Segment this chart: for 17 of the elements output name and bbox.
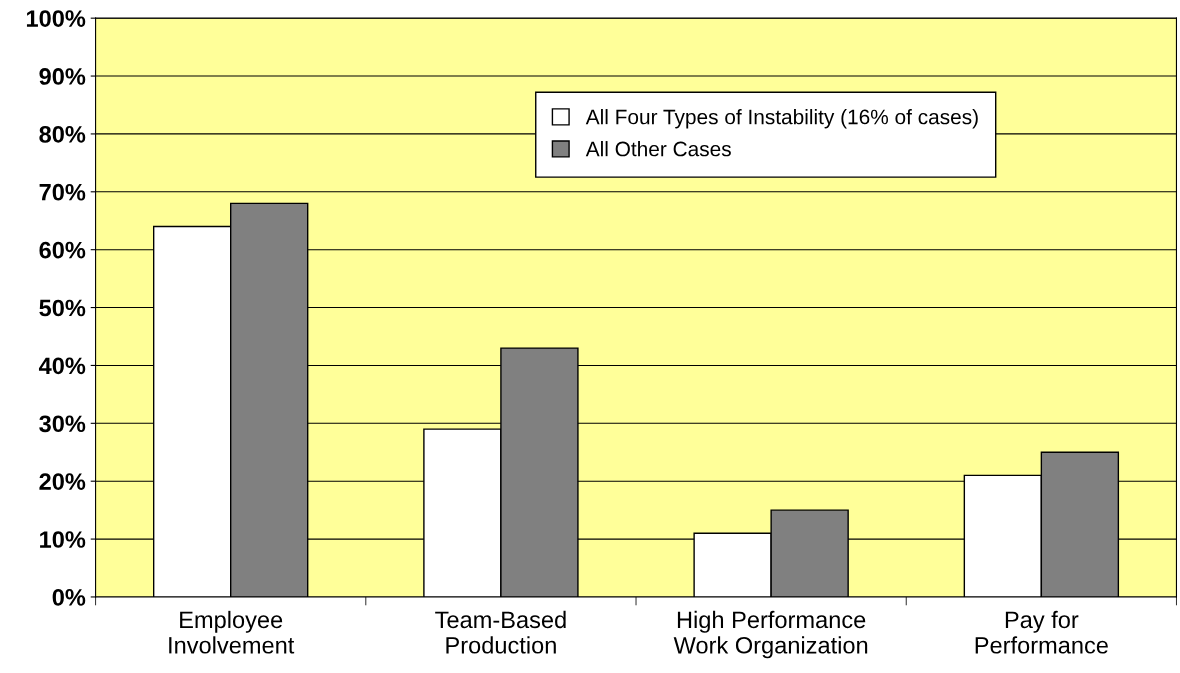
- y-tick-label: 10%: [40, 531, 86, 548]
- x-tick-label: High Performance Work Organization: [673, 610, 868, 659]
- y-tick-label: 20%: [39, 473, 86, 490]
- y-tick-label: 50%: [39, 299, 86, 317]
- y-tick-label: 60%: [39, 241, 86, 259]
- y-tick-label: 70%: [39, 183, 86, 201]
- y-tick-label: 30%: [39, 415, 86, 433]
- y-tick-label: 90%: [39, 68, 86, 85]
- x-tick-label: Team-Based Production: [435, 610, 566, 654]
- y-tick-label: 40%: [38, 357, 86, 375]
- x-tick-label: Employee Involvement: [169, 610, 295, 654]
- x-tick-label: Pay for Performance: [975, 610, 1108, 654]
- y-tick-label: 0%: [52, 589, 86, 606]
- y-tick-label: 100%: [26, 10, 86, 27]
- y-tick-label: 80%: [39, 126, 86, 143]
- legend-label: All Four Types of Instability (16% of cases): [585, 109, 978, 129]
- legend-label: All Other Cases: [585, 141, 731, 157]
